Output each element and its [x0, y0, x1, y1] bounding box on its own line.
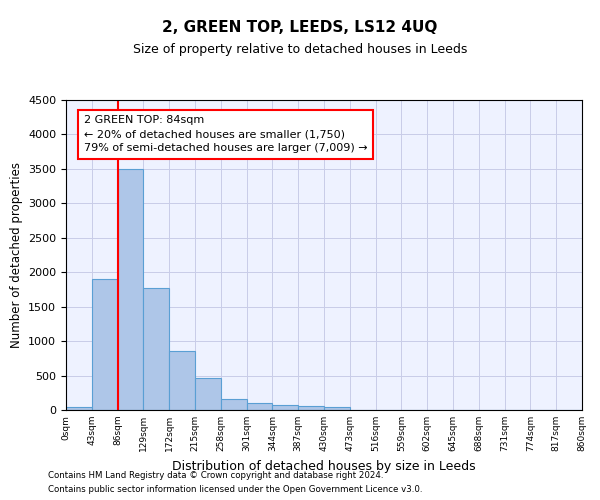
- Text: 2 GREEN TOP: 84sqm
← 20% of detached houses are smaller (1,750)
79% of semi-deta: 2 GREEN TOP: 84sqm ← 20% of detached hou…: [83, 115, 367, 153]
- Bar: [324, 407, 350, 410]
- Text: Size of property relative to detached houses in Leeds: Size of property relative to detached ho…: [133, 42, 467, 56]
- Bar: [272, 405, 298, 410]
- Bar: [143, 288, 169, 410]
- Bar: [298, 406, 324, 410]
- Text: Contains HM Land Registry data © Crown copyright and database right 2024.: Contains HM Land Registry data © Crown c…: [48, 470, 383, 480]
- Bar: [118, 169, 143, 410]
- Bar: [247, 403, 272, 410]
- Bar: [221, 399, 247, 410]
- Bar: [169, 352, 195, 410]
- Text: 2, GREEN TOP, LEEDS, LS12 4UQ: 2, GREEN TOP, LEEDS, LS12 4UQ: [163, 20, 437, 35]
- X-axis label: Distribution of detached houses by size in Leeds: Distribution of detached houses by size …: [172, 460, 476, 472]
- Bar: [66, 406, 92, 410]
- Text: Contains public sector information licensed under the Open Government Licence v3: Contains public sector information licen…: [48, 486, 422, 494]
- Bar: [195, 378, 221, 410]
- Bar: [92, 279, 118, 410]
- Y-axis label: Number of detached properties: Number of detached properties: [10, 162, 23, 348]
